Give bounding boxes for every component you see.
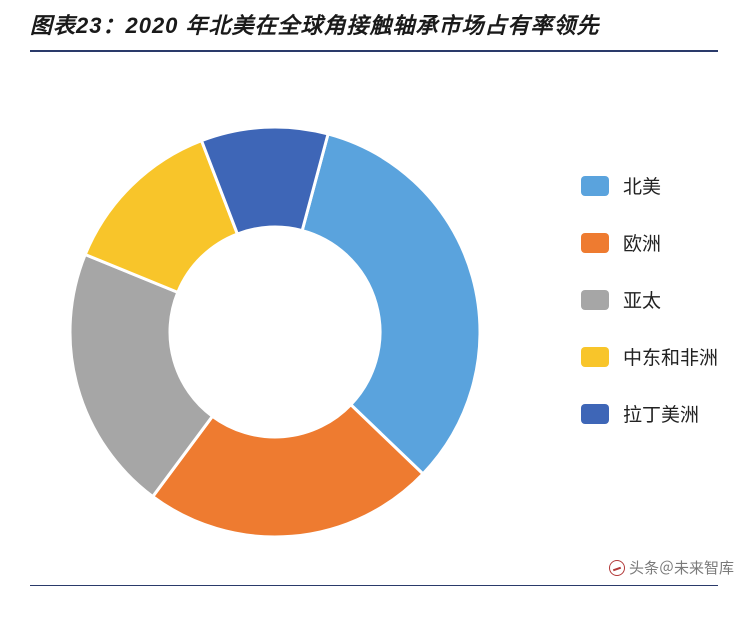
watermark-icon [609, 560, 625, 576]
legend-item: 中东和非洲 [581, 343, 718, 370]
legend-label: 北美 [623, 172, 661, 199]
watermark: 头条＠未来智库 [609, 557, 734, 578]
chart-title: 图表23：2020 年北美在全球角接触轴承市场占有率领先 [30, 8, 718, 40]
chart-title-wrap: 图表23：2020 年北美在全球角接触轴承市场占有率领先 [0, 0, 748, 46]
legend-swatch [581, 290, 609, 310]
donut-svg [60, 117, 490, 547]
donut-chart [60, 117, 490, 547]
legend-label: 欧洲 [623, 229, 661, 256]
legend: 北美欧洲亚太中东和非洲拉丁美洲 [581, 172, 718, 427]
watermark-text: 头条＠未来智库 [629, 557, 734, 578]
legend-label: 中东和非洲 [623, 343, 718, 370]
legend-item: 亚太 [581, 286, 718, 313]
legend-item: 欧洲 [581, 229, 718, 256]
chart-area: 北美欧洲亚太中东和非洲拉丁美洲 头条＠未来智库 [0, 52, 748, 592]
legend-item: 北美 [581, 172, 718, 199]
legend-label: 拉丁美洲 [623, 400, 699, 427]
legend-item: 拉丁美洲 [581, 400, 718, 427]
legend-swatch [581, 176, 609, 196]
legend-swatch [581, 404, 609, 424]
legend-label: 亚太 [623, 286, 661, 313]
legend-swatch [581, 347, 609, 367]
footer-rule [30, 585, 718, 586]
legend-swatch [581, 233, 609, 253]
